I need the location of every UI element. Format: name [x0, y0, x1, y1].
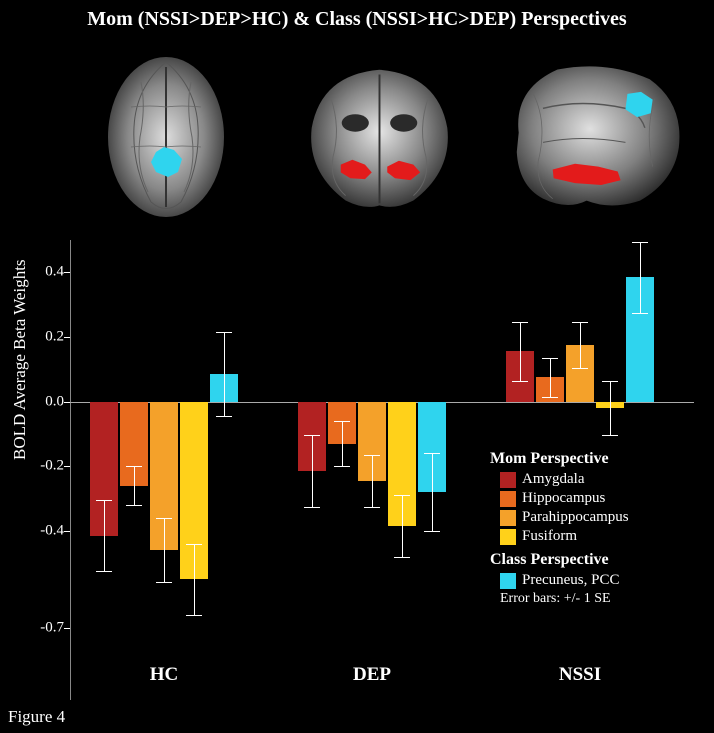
- error-cap: [156, 518, 172, 519]
- error-bar: [224, 332, 225, 416]
- y-axis-line: [70, 240, 71, 700]
- error-bar: [372, 455, 373, 507]
- legend-swatch: [500, 529, 516, 545]
- error-cap: [126, 466, 142, 467]
- legend-label: Fusiform: [522, 528, 577, 545]
- error-bar: [342, 421, 343, 466]
- error-cap: [304, 435, 320, 436]
- error-bar: [312, 435, 313, 506]
- error-bar: [134, 466, 135, 505]
- error-cap: [512, 381, 528, 382]
- error-cap: [632, 242, 648, 243]
- y-tick-label: -0.7: [28, 619, 64, 636]
- error-bar: [194, 544, 195, 615]
- legend-item: Precuneus, PCC: [500, 572, 629, 589]
- error-cap: [96, 571, 112, 572]
- error-cap: [186, 615, 202, 616]
- y-tick-mark: [64, 402, 70, 403]
- error-cap: [304, 507, 320, 508]
- y-axis-label: BOLD Average Beta Weights: [10, 259, 30, 460]
- legend: Mom Perspective Amygdala Hippocampus Parahi…: [490, 450, 629, 607]
- error-cap: [394, 495, 410, 496]
- legend-swatch: [500, 491, 516, 507]
- error-bar: [164, 518, 165, 583]
- legend-error-note: Error bars: +/- 1 SE: [500, 591, 629, 607]
- y-tick-label: -0.2: [28, 458, 64, 475]
- group-label-NSSI: NSSI: [559, 664, 601, 686]
- error-bar: [104, 500, 105, 571]
- error-bar: [520, 322, 521, 380]
- error-bar: [640, 242, 641, 313]
- group-label-HC: HC: [150, 664, 179, 686]
- brain-axial: [60, 42, 273, 232]
- error-cap: [572, 322, 588, 323]
- y-tick-label: -0.4: [28, 522, 64, 539]
- brain-images-row: [60, 42, 698, 232]
- group-label-DEP: DEP: [353, 664, 391, 686]
- error-bar: [402, 495, 403, 556]
- chart-title: Mom (NSSI>DEP>HC) & Class (NSSI>HC>DEP) …: [0, 8, 714, 31]
- error-cap: [334, 466, 350, 467]
- y-tick-mark: [64, 272, 70, 273]
- error-cap: [126, 505, 142, 506]
- error-cap: [334, 421, 350, 422]
- error-cap: [96, 500, 112, 501]
- y-tick-mark: [64, 337, 70, 338]
- error-cap: [364, 455, 380, 456]
- error-cap: [542, 397, 558, 398]
- legend-item: Hippocampus: [500, 490, 629, 507]
- legend-label: Precuneus, PCC: [522, 572, 620, 589]
- error-cap: [216, 416, 232, 417]
- legend-label: Hippocampus: [522, 490, 605, 507]
- y-tick-label: 0.4: [28, 264, 64, 281]
- legend-class-title: Class Perspective: [490, 551, 629, 569]
- legend-swatch: [500, 472, 516, 488]
- legend-swatch: [500, 573, 516, 589]
- y-tick-mark: [64, 628, 70, 629]
- error-cap: [364, 507, 380, 508]
- brain-sagittal: [485, 42, 698, 232]
- y-tick-mark: [64, 466, 70, 467]
- brain-coronal: [273, 42, 486, 232]
- error-cap: [186, 544, 202, 545]
- legend-mom-title: Mom Perspective: [490, 450, 629, 468]
- legend-label: Amygdala: [522, 471, 584, 488]
- y-tick-label: 0.2: [28, 328, 64, 345]
- error-bar: [550, 358, 551, 397]
- legend-swatch: [500, 510, 516, 526]
- error-cap: [632, 313, 648, 314]
- figure-label: Figure 4: [8, 707, 65, 727]
- bar-chart: -0.7-0.4-0.20.00.20.4HCDEPNSSIMom Perspe…: [70, 240, 694, 700]
- error-cap: [156, 582, 172, 583]
- error-cap: [602, 381, 618, 382]
- legend-item: Fusiform: [500, 528, 629, 545]
- y-tick-label: 0.0: [28, 393, 64, 410]
- error-bar: [610, 381, 611, 436]
- error-cap: [602, 435, 618, 436]
- error-cap: [394, 557, 410, 558]
- error-cap: [424, 453, 440, 454]
- legend-label: Parahippocampus: [522, 509, 629, 526]
- error-cap: [542, 358, 558, 359]
- error-cap: [424, 531, 440, 532]
- error-cap: [216, 332, 232, 333]
- error-bar: [432, 453, 433, 531]
- legend-item: Amygdala: [500, 471, 629, 488]
- error-bar: [580, 322, 581, 367]
- legend-item: Parahippocampus: [500, 509, 629, 526]
- error-cap: [512, 322, 528, 323]
- error-cap: [572, 368, 588, 369]
- y-tick-mark: [64, 531, 70, 532]
